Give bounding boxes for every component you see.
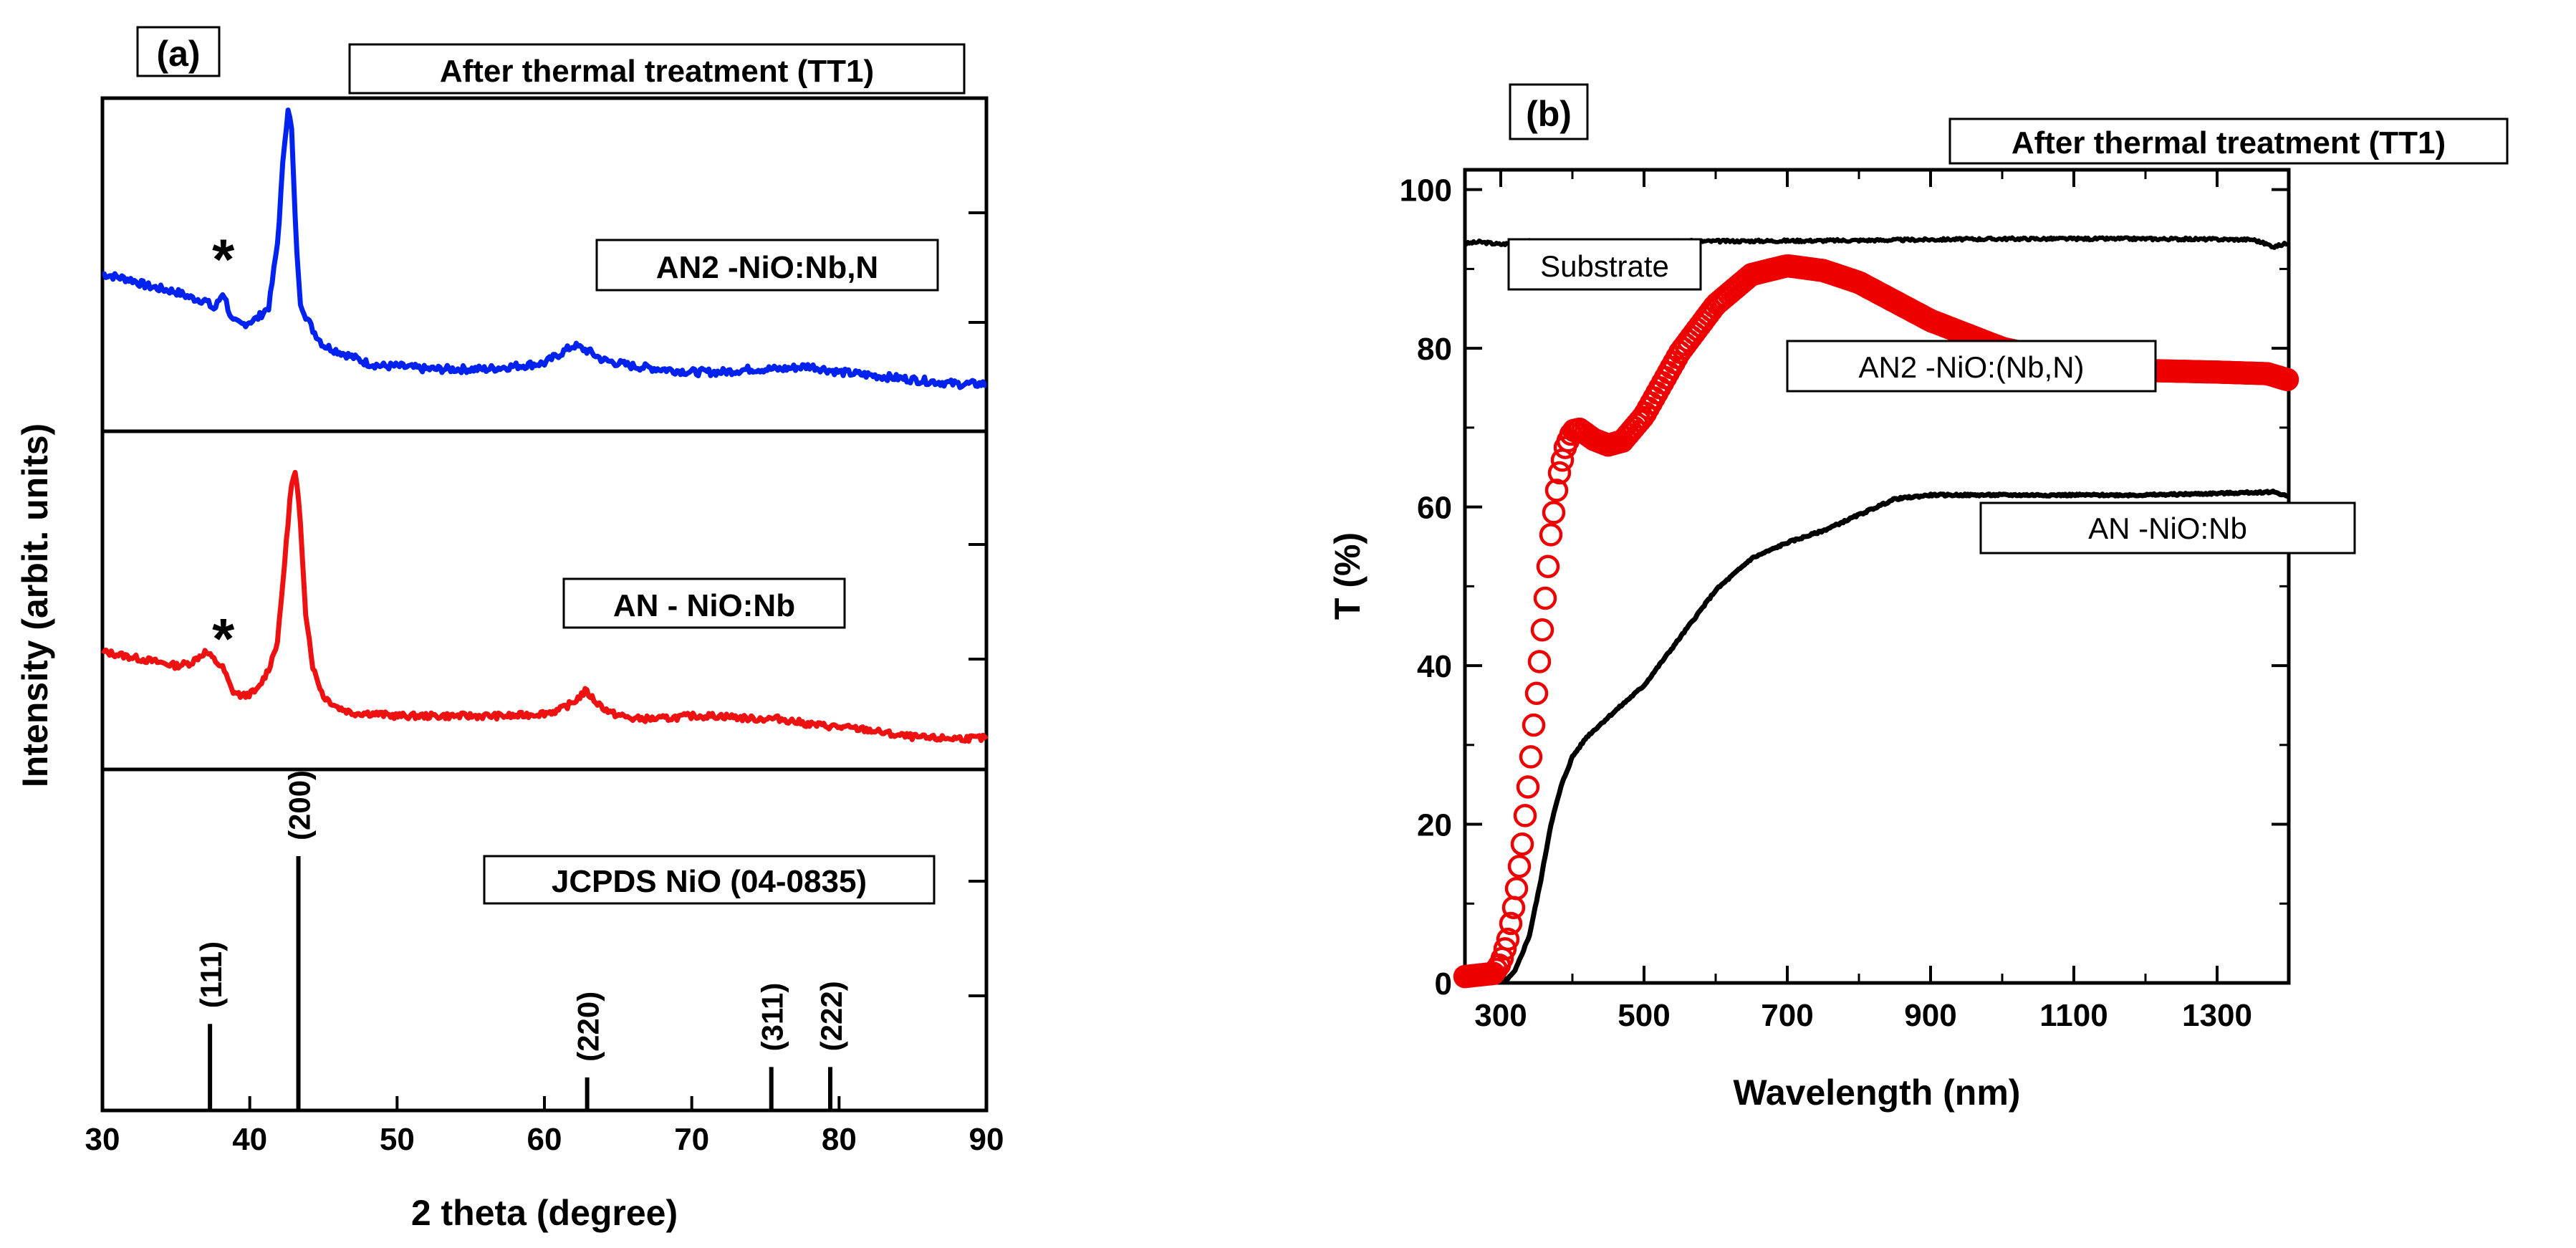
- hkl-label: (311): [756, 983, 789, 1052]
- panel-a-frame-bottom: [100, 767, 989, 1113]
- panel-b-ticks: 300 500 700 900 1100 1300 0 20 40 60 80 100: [1400, 170, 2289, 1033]
- an2-marker: [1504, 876, 1529, 901]
- panel-a-y-label: Intensity (arbit. units): [15, 423, 55, 787]
- annotation-an2: AN2 -NiO:(Nb,N): [1858, 350, 2084, 384]
- impurity-marker-an2: *: [212, 227, 235, 291]
- x-tick-label: 500: [1618, 998, 1670, 1033]
- x-tick-label: 50: [380, 1122, 415, 1157]
- annotation-an: AN -NiO:Nb: [2088, 512, 2247, 545]
- x-tick-label: 80: [822, 1122, 857, 1157]
- x-tick-label: 60: [527, 1122, 562, 1157]
- panel-a-label-box: [136, 26, 221, 77]
- x-tick-label: 30: [85, 1122, 120, 1157]
- series-an2-nio-nb-n: [102, 107, 987, 390]
- x-tick-label: 40: [232, 1122, 267, 1157]
- an2-marker: [1519, 745, 1543, 769]
- an2-marker: [1544, 479, 1569, 502]
- y-tick-label: 40: [1417, 649, 1452, 684]
- annotation-box-an: [1979, 501, 2356, 555]
- legend-label-an2: AN2 -NiO:Nb,N: [656, 250, 878, 285]
- an2-marker: [1516, 775, 1540, 799]
- panel-a-frame-middle: [100, 429, 989, 772]
- hkl-label: (220): [572, 992, 605, 1062]
- panel-b-y-label: T (%): [1327, 532, 1368, 620]
- an2-marker: [1484, 957, 1509, 981]
- legend-label-an: AN - NiO:Nb: [613, 588, 795, 623]
- annotation-box-substrate: [1507, 238, 1702, 291]
- annotation-substrate: Substrate: [1540, 249, 1669, 283]
- hkl-label: (200): [283, 770, 317, 840]
- impurity-marker-an: *: [212, 607, 235, 671]
- an2-marker: [2275, 368, 2299, 392]
- panel-b: (b) After thermal treatment (TT1) 300 500…: [1327, 83, 2509, 1113]
- series-an-nio-nb: [1463, 489, 2290, 984]
- an2-marker: [1507, 854, 1532, 878]
- legend-box-an2: [595, 239, 939, 292]
- an2-marker: [1522, 713, 1546, 737]
- x-tick-label: 70: [674, 1122, 709, 1157]
- x-tick-label: 300: [1474, 998, 1527, 1033]
- y-tick-label: 60: [1417, 491, 1452, 526]
- panel-b-x-label: Wavelength (nm): [1734, 1072, 2021, 1113]
- hkl-label: (111): [194, 941, 228, 1008]
- an2-marker: [1533, 586, 1557, 610]
- panel-a-right-ticks: [969, 211, 986, 997]
- an2-marker: [1542, 501, 1566, 524]
- y-tick-label: 80: [1417, 332, 1452, 367]
- panel-a-x-ticks: 30 40 50 60 70 80 90: [85, 1096, 1004, 1157]
- panel-b-label-box: [1509, 83, 1589, 140]
- legend-label-jcpds: JCPDS NiO (04-0835): [552, 864, 867, 899]
- an2-marker: [1524, 681, 1549, 706]
- y-tick-label: 0: [1435, 966, 1452, 1002]
- an2-marker: [1536, 555, 1560, 578]
- y-tick-label: 100: [1400, 173, 1452, 208]
- an2-marker: [1527, 650, 1552, 673]
- panel-a-x-label: 2 theta (degree): [411, 1193, 678, 1233]
- an2-marker: [1513, 804, 1537, 827]
- x-tick-label: 900: [1904, 998, 1956, 1033]
- an2-marker: [1493, 937, 1517, 961]
- panel-a-label: (a): [156, 34, 200, 74]
- panel-b-title-box: [1948, 117, 2509, 165]
- annotation-box-an2: [1786, 340, 2157, 393]
- panel-a: (a) After thermal treatment (TT1) * AN2 …: [15, 26, 1004, 1233]
- panel-a-title-box: [348, 43, 966, 95]
- x-tick-label: 90: [969, 1122, 1004, 1157]
- panel-b-title: After thermal treatment (TT1): [2012, 125, 2446, 160]
- hkl-label: (222): [814, 981, 848, 1051]
- an2-marker: [1510, 832, 1534, 856]
- x-tick-label: 1300: [2182, 998, 2252, 1033]
- panel-b-frame: [1463, 168, 2291, 985]
- panel-b-label: (b): [1526, 94, 1572, 134]
- jcpds-sticks: (111) (200) (220) (311) (222): [194, 770, 848, 1110]
- an2-marker: [1499, 911, 1523, 936]
- y-tick-label: 20: [1417, 808, 1452, 843]
- panel-a-title: After thermal treatment (TT1): [440, 54, 874, 89]
- x-tick-label: 700: [1761, 998, 1813, 1033]
- legend-box-an: [562, 577, 846, 629]
- series-an-nio-nb: [100, 469, 989, 744]
- an2-marker: [1530, 618, 1554, 642]
- legend-box-jcpds: [483, 855, 936, 905]
- an2-marker: [1539, 523, 1563, 547]
- an2-marker: [1496, 927, 1520, 951]
- x-tick-label: 1100: [2039, 998, 2108, 1033]
- an2-marker: [1547, 461, 1572, 485]
